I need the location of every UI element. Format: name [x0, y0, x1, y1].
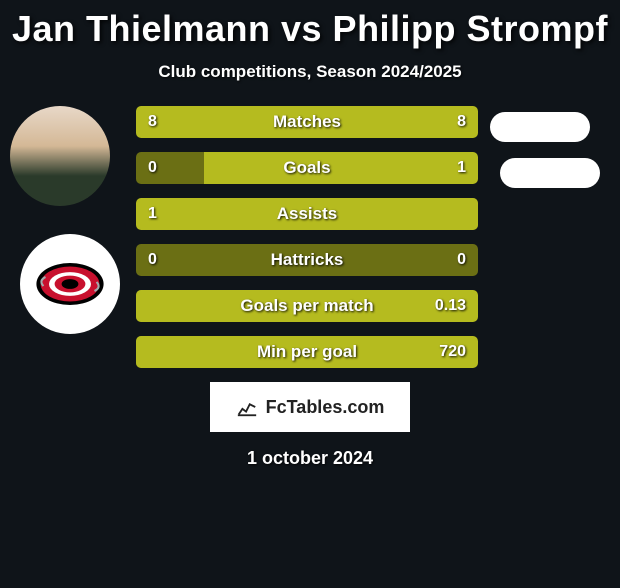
comparison-title: Jan Thielmann vs Philipp Strompf [0, 8, 620, 50]
stat-row: 8Matches8 [136, 106, 478, 138]
stat-row: 0Hattricks0 [136, 244, 478, 276]
stat-label: Matches [198, 112, 416, 132]
attribution-text: FcTables.com [266, 397, 385, 418]
hurricane-logo-icon [35, 259, 105, 309]
stat-value-right: 1 [416, 159, 466, 177]
stat-value-left: 8 [148, 113, 198, 131]
player2-pill [500, 158, 600, 188]
player2-badge [20, 234, 120, 334]
stat-value-right: 0.13 [416, 297, 466, 315]
player1-avatar [10, 106, 110, 206]
stat-row: 0Goals1 [136, 152, 478, 184]
snapshot-date: 1 october 2024 [0, 448, 620, 469]
stat-row: Min per goal720 [136, 336, 478, 368]
stat-label: Hattricks [198, 250, 416, 270]
comparison-subtitle: Club competitions, Season 2024/2025 [0, 62, 620, 82]
stat-value-left: 0 [148, 251, 198, 269]
stat-bars: 8Matches80Goals11Assists0Hattricks0Goals… [136, 106, 478, 368]
stat-label: Goals per match [198, 296, 416, 316]
stat-row: 1Assists [136, 198, 478, 230]
chart-area: 8Matches80Goals11Assists0Hattricks0Goals… [0, 106, 620, 368]
stat-label: Assists [198, 204, 416, 224]
attribution-box: FcTables.com [210, 382, 410, 432]
player1-pill [490, 112, 590, 142]
stat-value-right: 0 [416, 251, 466, 269]
stat-value-left: 1 [148, 205, 198, 223]
chart-icon [236, 396, 258, 418]
stat-value-left: 0 [148, 159, 198, 177]
stat-row: Goals per match0.13 [136, 290, 478, 322]
stat-value-right: 720 [416, 343, 466, 361]
stat-value-right: 8 [416, 113, 466, 131]
stat-label: Goals [198, 158, 416, 178]
stat-label: Min per goal [198, 342, 416, 362]
